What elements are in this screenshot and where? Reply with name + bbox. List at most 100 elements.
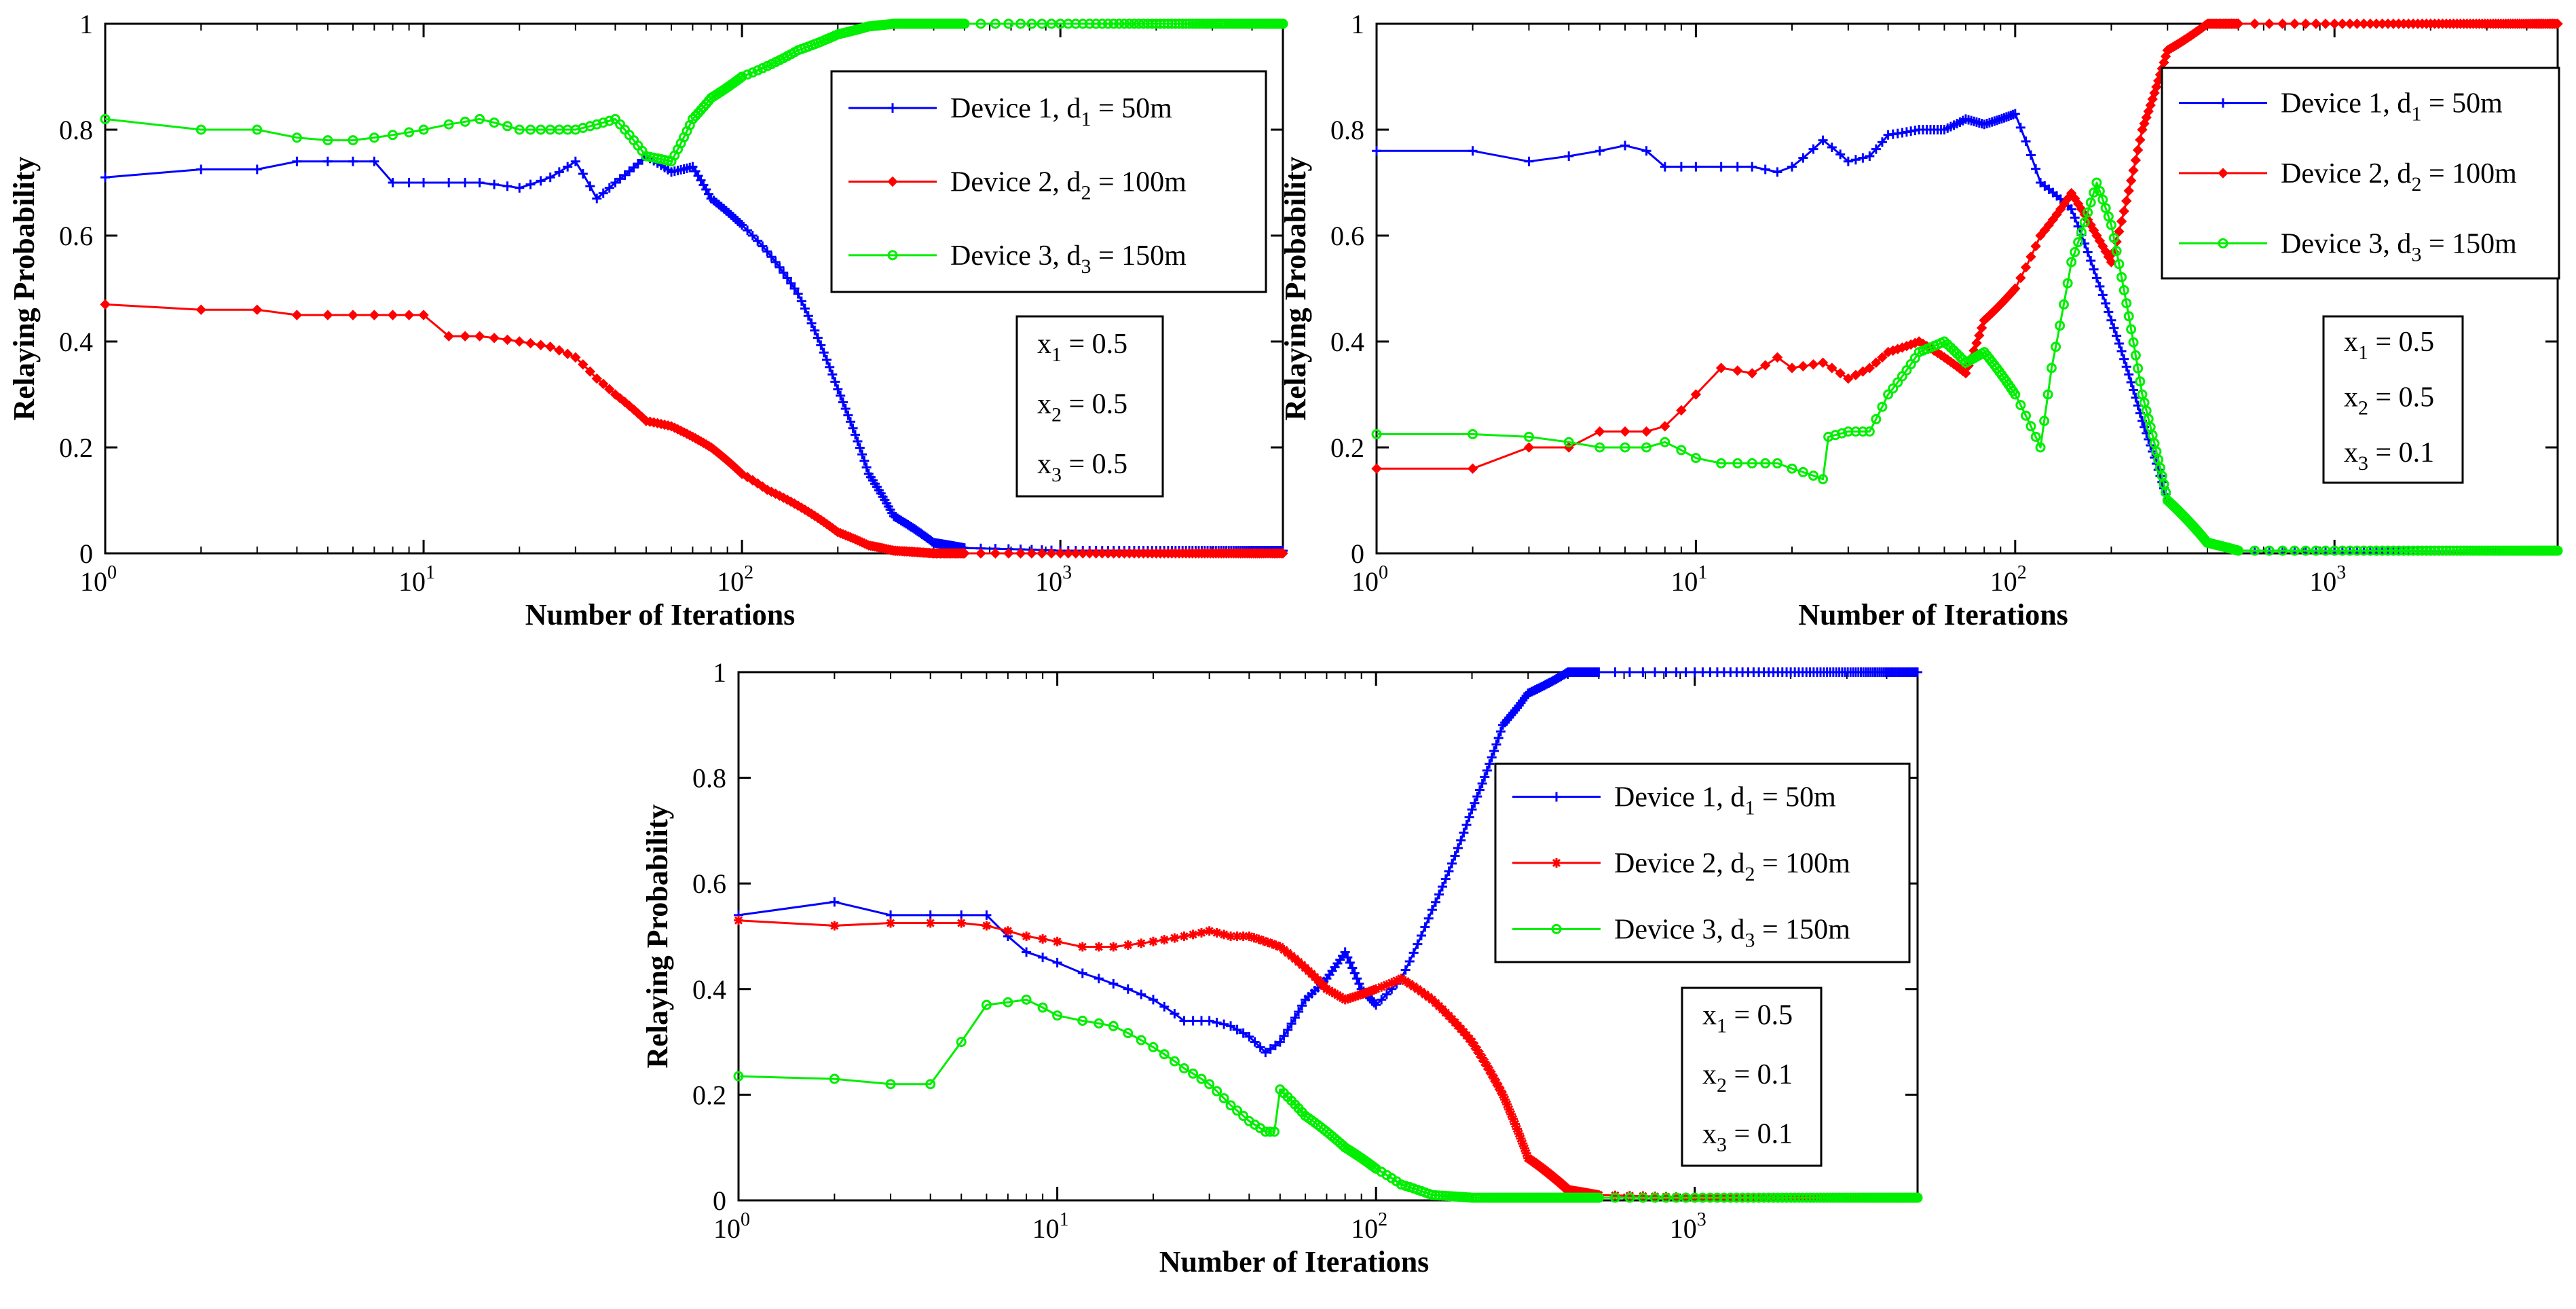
legend-label-device-3: Device 3, d3 = 150m bbox=[1614, 914, 1850, 951]
parameter-x1: x1 = 0.5 bbox=[1702, 1000, 1793, 1037]
x-axis-ticks: 100 101 102 103 bbox=[1351, 24, 2558, 597]
data-point bbox=[598, 378, 609, 390]
data-point bbox=[1003, 997, 1013, 1008]
data-point bbox=[829, 1073, 840, 1084]
data-point bbox=[1650, 1192, 1660, 1202]
data-point bbox=[747, 231, 758, 240]
data-point bbox=[418, 310, 429, 320]
legend: Device 1, d1 = 50m Device 2, d2 = 100m Dev… bbox=[1494, 762, 1911, 963]
data-point bbox=[525, 337, 536, 349]
data-point bbox=[1453, 843, 1463, 853]
data-point bbox=[959, 18, 970, 29]
data-point bbox=[1594, 426, 1605, 437]
data-point bbox=[1660, 1192, 1671, 1203]
y-tick-label: 0.6 bbox=[59, 221, 93, 251]
data-point bbox=[1660, 437, 1670, 447]
data-point bbox=[1610, 1190, 1620, 1200]
data-point bbox=[1637, 1192, 1648, 1203]
data-point bbox=[2076, 227, 2087, 238]
data-point bbox=[1416, 931, 1426, 941]
data-point bbox=[848, 423, 858, 433]
data-point bbox=[1827, 143, 1837, 152]
data-point bbox=[502, 121, 513, 132]
parameter-x3: x3 = 0.1 bbox=[1702, 1118, 1793, 1156]
data-point bbox=[1480, 772, 1490, 782]
data-point bbox=[1277, 548, 1288, 559]
data-point bbox=[1523, 431, 1534, 442]
data-point bbox=[1649, 1192, 1660, 1203]
data-point bbox=[1169, 1056, 1180, 1067]
data-point bbox=[489, 179, 500, 189]
data-point bbox=[1003, 548, 1014, 559]
data-point bbox=[489, 117, 500, 128]
data-point bbox=[1238, 932, 1248, 941]
data-point bbox=[2141, 112, 2152, 123]
data-point bbox=[1275, 942, 1285, 952]
data-point bbox=[2289, 545, 2300, 556]
data-point bbox=[1485, 759, 1495, 769]
parameter-x3: x3 = 0.1 bbox=[2344, 437, 2434, 475]
data-point bbox=[1400, 976, 1411, 987]
data-point bbox=[1638, 1191, 1648, 1201]
data-point bbox=[1593, 1192, 1604, 1203]
data-point bbox=[886, 910, 896, 920]
data-point bbox=[1512, 1124, 1522, 1134]
data-point bbox=[1003, 926, 1013, 936]
data-point bbox=[1290, 1013, 1300, 1023]
data-point bbox=[975, 548, 986, 559]
data-point bbox=[1279, 945, 1289, 955]
data-point bbox=[1015, 548, 1026, 559]
data-point bbox=[1716, 458, 1727, 468]
data-point bbox=[827, 369, 838, 380]
data-point bbox=[570, 156, 580, 166]
data-point bbox=[444, 178, 454, 187]
chart-1: 0 0.2 0.4 0.6 0.8 1 100 101 102 103 Number of Iter… bbox=[7, 9, 1288, 631]
legend-marker bbox=[2218, 238, 2228, 248]
legend-marker bbox=[1551, 923, 1562, 934]
data-point bbox=[1263, 937, 1273, 947]
data-point bbox=[1624, 1192, 1635, 1203]
data-point bbox=[1877, 352, 1888, 363]
y-tick-label: 1 bbox=[713, 657, 726, 688]
data-point bbox=[1178, 1063, 1189, 1073]
data-point bbox=[2140, 422, 2150, 432]
data-point bbox=[1212, 927, 1222, 938]
x-tick-label: 100 bbox=[80, 562, 117, 597]
data-point bbox=[752, 65, 763, 76]
x-axis-label: Number of Iterations bbox=[1159, 1245, 1430, 1278]
data-point bbox=[502, 334, 513, 346]
data-point bbox=[1404, 956, 1415, 966]
data-point bbox=[2371, 545, 2382, 556]
data-point bbox=[322, 310, 333, 320]
data-point bbox=[1447, 858, 1457, 868]
data-point bbox=[1461, 820, 1472, 830]
data-point bbox=[1871, 357, 1882, 368]
data-point bbox=[1502, 1099, 1512, 1109]
data-point bbox=[1188, 1068, 1199, 1079]
x-axis-ticks: 100 101 102 103 bbox=[713, 672, 1918, 1244]
data-point bbox=[2083, 207, 2093, 218]
data-point bbox=[1277, 18, 1288, 29]
data-point bbox=[1864, 363, 1875, 373]
data-point bbox=[1843, 373, 1854, 384]
data-point bbox=[1732, 162, 1742, 172]
data-point bbox=[443, 119, 454, 130]
data-point bbox=[578, 169, 588, 179]
data-point bbox=[1037, 548, 1047, 559]
data-point bbox=[604, 384, 615, 394]
data-point bbox=[1170, 18, 1181, 29]
data-point bbox=[2233, 18, 2244, 29]
data-point bbox=[2388, 545, 2399, 556]
data-point bbox=[1225, 1100, 1236, 1111]
data-point bbox=[2021, 136, 2031, 147]
series-device-3 bbox=[733, 994, 1923, 1203]
data-point bbox=[2461, 545, 2472, 556]
data-point bbox=[770, 257, 781, 267]
data-point bbox=[2300, 545, 2311, 556]
data-point bbox=[1835, 149, 1846, 160]
data-point bbox=[2015, 122, 2026, 132]
data-point bbox=[2129, 385, 2139, 395]
x-tick-label: 100 bbox=[713, 1209, 750, 1244]
data-point bbox=[1500, 1094, 1510, 1105]
data-point bbox=[1818, 1192, 1829, 1203]
